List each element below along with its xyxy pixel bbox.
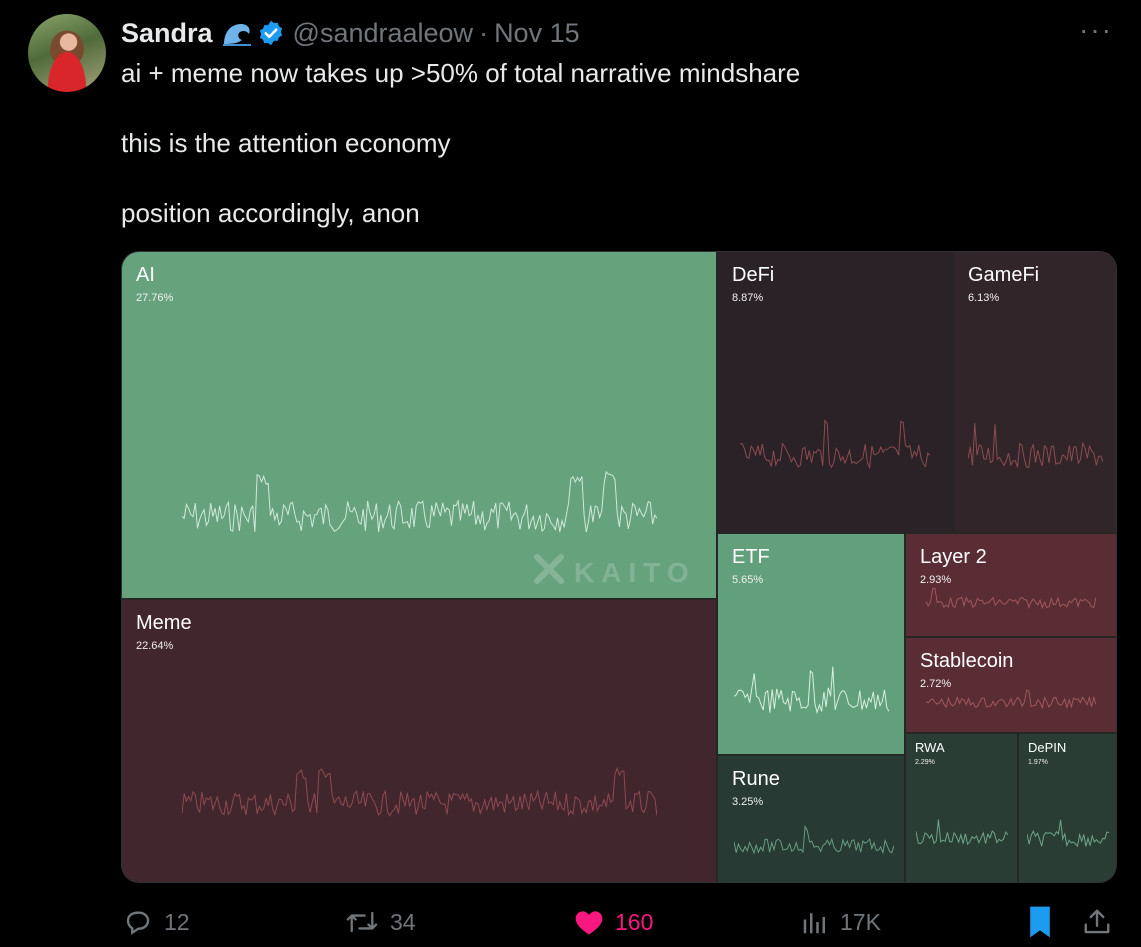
tile-ai: AI 27.76%: [122, 252, 718, 600]
kaito-logo-icon: [534, 554, 564, 591]
reply-count: 12: [164, 908, 190, 935]
repost-count: 34: [390, 908, 416, 935]
share-icon: [1082, 906, 1112, 938]
analytics-icon: [800, 907, 830, 937]
reply-button[interactable]: 12: [122, 898, 190, 946]
kaito-watermark: KAITO: [534, 554, 696, 591]
sparkline: [916, 819, 1008, 846]
views-count: 17K: [840, 908, 881, 935]
tweet-text: ai + meme now takes up >50% of total nar…: [121, 56, 1081, 266]
tweet-text-line: position accordingly, anon: [121, 198, 420, 228]
repost-button[interactable]: 34: [344, 898, 416, 946]
like-button[interactable]: 160: [573, 898, 653, 946]
tile-percent: 2.93%: [920, 574, 952, 586]
author-handle[interactable]: @sandraaleow: [292, 17, 474, 48]
tile-name: Stablecoin: [920, 650, 1014, 672]
sparkline: [740, 419, 930, 470]
treemap-image[interactable]: AI 27.76% Meme 22.64% DeFi 8.87% GameFi …: [121, 251, 1117, 883]
tile-rune: Rune 3.25%: [718, 756, 906, 882]
tile-percent: 8.87%: [732, 292, 764, 304]
tile-name: Layer 2: [920, 546, 987, 568]
tile-defi: DeFi 8.87%: [718, 252, 954, 534]
sparkline: [734, 666, 889, 715]
tile-percent: 3.25%: [732, 796, 764, 808]
more-options-icon[interactable]: ···: [1079, 14, 1113, 45]
tweet-header: Sandra @sandraaleow · Nov 15: [121, 16, 580, 50]
tile-percent: 2.72%: [920, 678, 952, 690]
tile-percent: 1.97%: [1028, 759, 1048, 766]
tile-name: DePIN: [1028, 740, 1067, 755]
tile-name: DeFi: [732, 264, 775, 286]
tile-name: Meme: [136, 612, 192, 634]
bookmark-button[interactable]: [1026, 898, 1054, 946]
tweet-text-line: this is the attention economy: [121, 128, 451, 158]
tile-gamefi: GameFi 6.13%: [954, 252, 1116, 534]
views-button[interactable]: 17K: [800, 898, 881, 946]
heart-icon: [573, 907, 605, 937]
tile-name: AI: [136, 264, 155, 286]
tile-percent: 22.64%: [136, 640, 174, 652]
watermark-text: KAITO: [574, 556, 696, 588]
tweet-date[interactable]: Nov 15: [494, 17, 580, 48]
water-wave-icon: [221, 19, 253, 47]
tweet-text-line: ai + meme now takes up >50% of total nar…: [121, 58, 801, 88]
tile-layer-2: Layer 2 2.93%: [906, 534, 1116, 638]
sparkline: [182, 767, 657, 817]
sparkline: [1027, 819, 1109, 848]
reply-icon: [122, 906, 154, 938]
author-name[interactable]: Sandra: [121, 17, 213, 48]
tile-stablecoin: Stablecoin 2.72%: [906, 638, 1116, 734]
tile-percent: 27.76%: [136, 292, 174, 304]
tile-etf: ETF 5.65%: [718, 534, 906, 756]
separator-dot: ·: [479, 17, 489, 48]
sparkline: [926, 689, 1096, 710]
share-button[interactable]: [1082, 898, 1112, 946]
tile-name: Rune: [732, 768, 780, 790]
tile-percent: 2.29%: [915, 759, 935, 766]
tile-name: GameFi: [968, 264, 1040, 286]
tweet-actions: 12 34 160 17K: [0, 898, 1141, 946]
sparkline: [182, 471, 657, 533]
repost-icon: [344, 906, 380, 938]
tile-name: ETF: [732, 546, 770, 568]
tile-depin: DePIN 1.97%: [1019, 734, 1116, 882]
bookmark-icon: [1026, 905, 1054, 939]
sparkline: [734, 824, 894, 855]
avatar[interactable]: [28, 14, 106, 92]
sparkline: [968, 423, 1103, 468]
tile-percent: 5.65%: [732, 574, 764, 586]
tile-percent: 6.13%: [968, 292, 1000, 304]
tile-meme: Meme 22.64%: [122, 600, 718, 882]
sparkline: [926, 587, 1096, 610]
tile-name: RWA: [915, 740, 945, 755]
tile-rwa: RWA 2.29%: [906, 734, 1019, 882]
like-count: 160: [615, 908, 654, 935]
verified-badge-icon[interactable]: [257, 19, 285, 47]
